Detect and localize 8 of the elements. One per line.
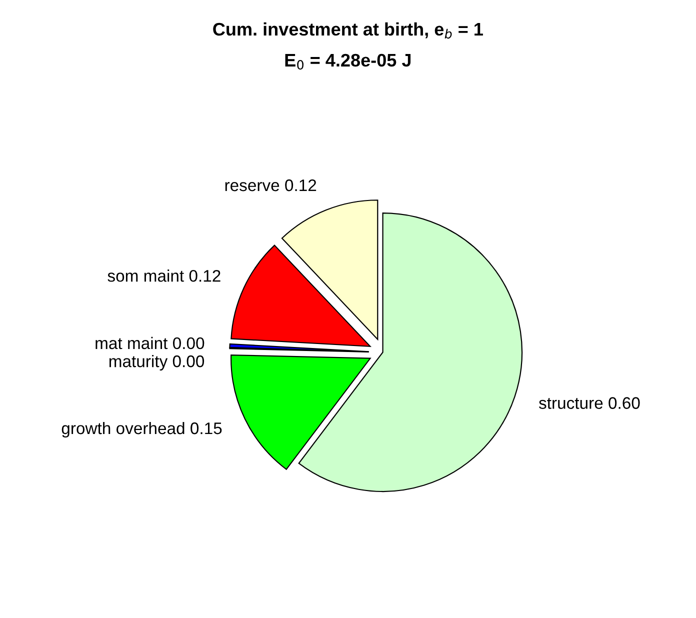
slice-label: structure 0.60	[538, 397, 640, 409]
slice-label: som maint 0.12	[108, 270, 220, 282]
slice-label: growth overhead 0.15	[62, 422, 222, 438]
slice-label: maturity 0.00	[109, 354, 204, 371]
chart-title: Cum. investment at birth, e$_{b}$ = 1	[213, 22, 483, 39]
slice-label: mat maint 0.00	[96, 336, 204, 350]
chart-subtitle: E$_{0}$ = 4.28e-05 J	[285, 54, 411, 70]
slice-label: reserve 0.12	[225, 179, 316, 192]
